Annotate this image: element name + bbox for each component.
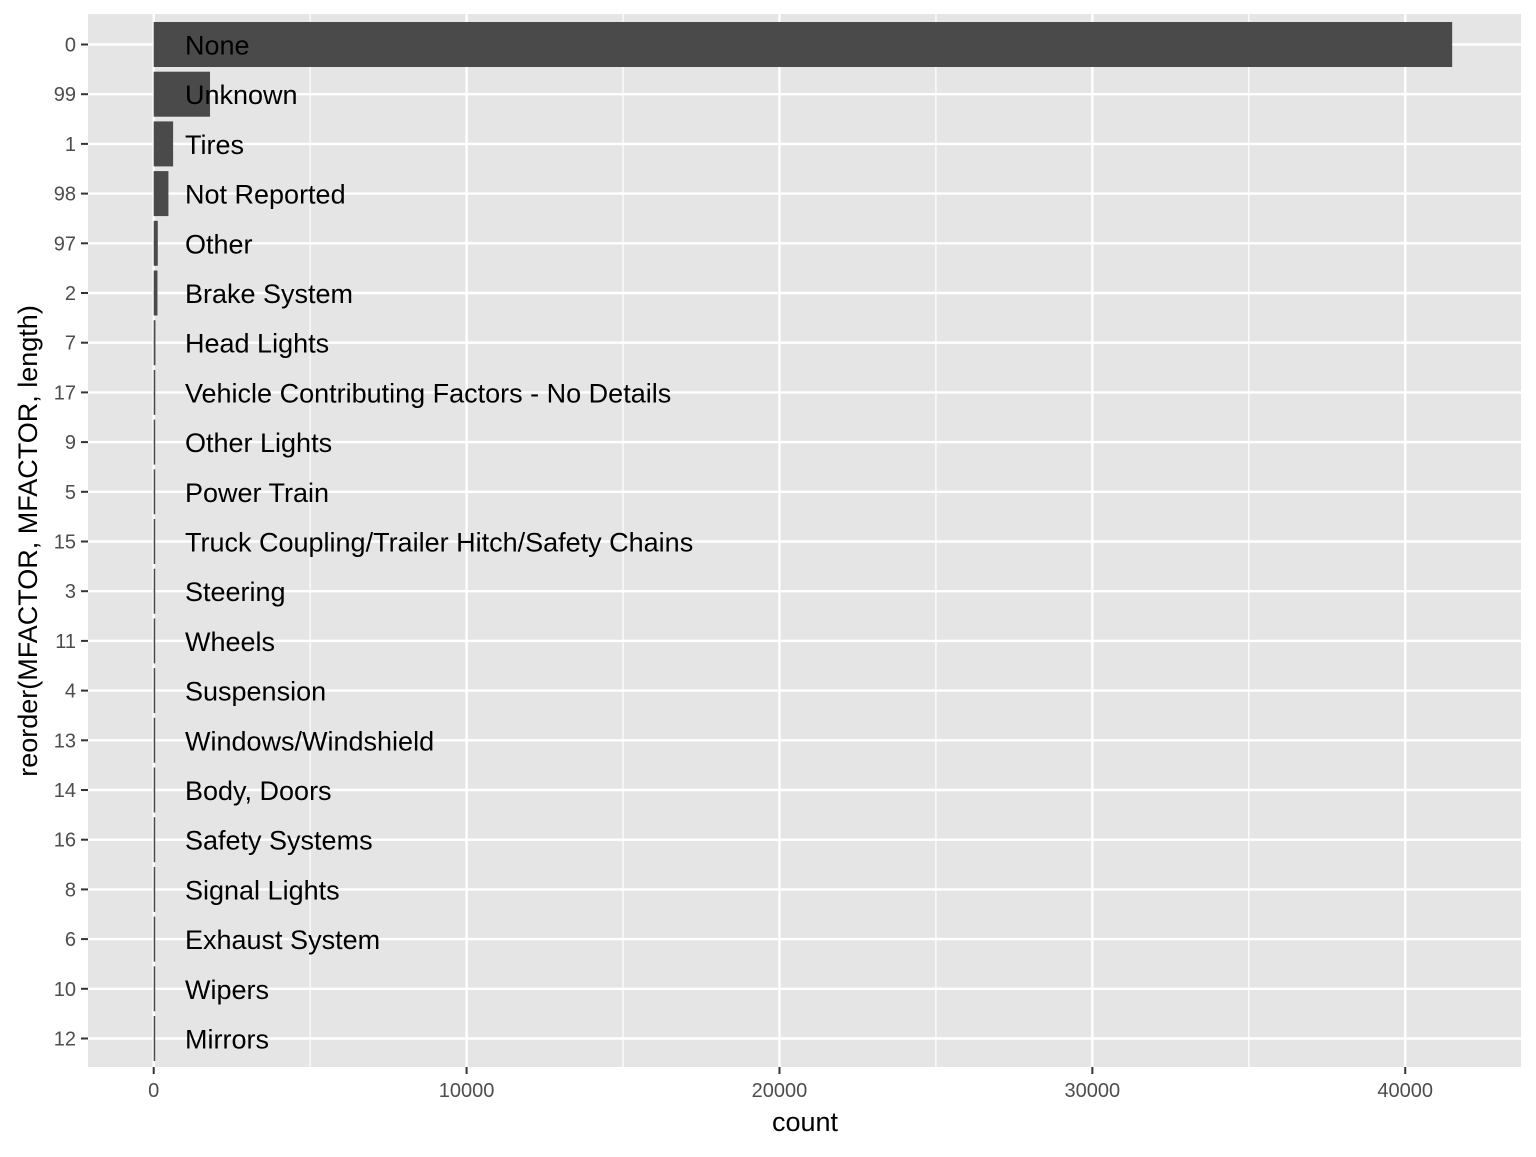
bar-6	[153, 916, 156, 962]
y-tick-label: 97	[54, 233, 76, 255]
x-tick-label: 0	[148, 1080, 159, 1102]
bar-11	[153, 618, 156, 664]
bar-13	[153, 717, 156, 763]
bar-98	[153, 171, 169, 217]
y-tick-label: 1	[65, 134, 76, 156]
bar-label: Windows/Windshield	[185, 726, 434, 756]
bar-17	[153, 369, 156, 415]
bar-label: Signal Lights	[185, 875, 340, 905]
bar-label: Brake System	[185, 279, 353, 309]
bar-label: Vehicle Contributing Factors - No Detail…	[185, 378, 671, 408]
y-tick-label: 12	[54, 1029, 76, 1051]
bar-label: None	[185, 31, 250, 61]
bar-label: Body, Doors	[185, 776, 332, 806]
x-axis-title: count	[772, 1107, 839, 1137]
bar-16	[153, 817, 156, 863]
x-tick-label: 30000	[1065, 1080, 1121, 1102]
bar-4	[153, 668, 156, 714]
bar-label: Safety Systems	[185, 826, 373, 856]
bar-label: Suspension	[185, 677, 326, 707]
y-tick-label: 99	[54, 84, 76, 106]
y-tick-label: 11	[55, 631, 76, 653]
x-tick-label: 10000	[439, 1080, 495, 1102]
bar-label: Mirrors	[185, 1025, 269, 1055]
y-tick-label: 13	[54, 730, 76, 752]
bar-label: Wipers	[185, 975, 269, 1005]
bar-label: Not Reported	[185, 180, 346, 210]
bar-label: Steering	[185, 577, 286, 607]
y-tick-label: 7	[65, 333, 76, 355]
bar-10	[153, 966, 156, 1012]
y-tick-label: 10	[54, 979, 76, 1001]
bars	[153, 22, 1453, 1061]
bar-14	[153, 767, 156, 813]
bar-1	[153, 121, 174, 167]
y-tick-label: 4	[65, 681, 76, 703]
y-tick-label: 98	[54, 184, 76, 206]
bar-label: Tires	[185, 130, 244, 160]
bar-label: Truck Coupling/Trailer Hitch/Safety Chai…	[185, 528, 693, 558]
y-axis-title: reorder(MFACTOR, MFACTOR, length)	[13, 305, 43, 777]
bar-label: Head Lights	[185, 329, 329, 359]
bar-label: Power Train	[185, 478, 329, 508]
y-tick-label: 17	[54, 382, 76, 404]
bar-99	[153, 71, 211, 117]
y-tick-label: 15	[54, 532, 76, 554]
bar-9	[153, 419, 156, 465]
bar-8	[153, 866, 156, 912]
bar-97	[153, 220, 158, 266]
y-tick-label: 5	[65, 482, 76, 504]
x-tick-label: 40000	[1377, 1080, 1433, 1102]
bar-label: Exhaust System	[185, 925, 380, 955]
bar-label: Other	[185, 229, 253, 259]
y-tick-label: 2	[65, 283, 76, 305]
bar-15	[153, 519, 156, 564]
bar-5	[153, 469, 156, 515]
bar-3	[153, 568, 156, 614]
bar-0	[153, 22, 1453, 67]
y-tick-label: 0	[65, 35, 76, 57]
bar-2	[153, 270, 158, 316]
bar-labels: None Unknown Tires Not Reported Other Brake S…	[185, 31, 693, 1055]
bar-7	[153, 320, 156, 366]
y-tick-label: 8	[65, 879, 76, 901]
y-tick-label: 16	[54, 830, 76, 852]
x-axis: 0 10000 20000 30000 40000	[148, 1067, 1433, 1102]
y-tick-label: 9	[65, 432, 76, 454]
bar-12	[153, 1016, 156, 1061]
bar-label: Other Lights	[185, 428, 332, 458]
bar-label: Unknown	[185, 80, 298, 110]
y-tick-label: 3	[65, 581, 76, 603]
bar-label: Wheels	[185, 627, 275, 657]
y-tick-label: 6	[65, 929, 76, 951]
x-tick-label: 20000	[752, 1080, 808, 1102]
y-tick-label: 14	[54, 780, 76, 802]
